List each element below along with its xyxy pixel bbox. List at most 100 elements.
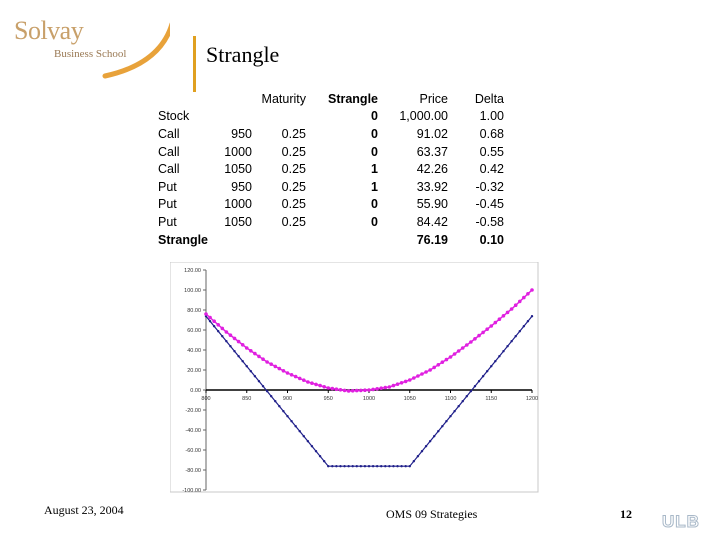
table-cell: Put [158, 179, 177, 194]
series-1-point [498, 355, 501, 358]
series-1-point [392, 465, 395, 468]
series-1-point [355, 465, 358, 468]
series-1-point [367, 465, 371, 468]
table-cell [252, 231, 306, 249]
table-cell: -0.58 [475, 214, 505, 229]
logo-brand: Solvay [14, 16, 84, 45]
series-2-point [269, 362, 273, 366]
series-1-point [237, 355, 240, 358]
series-2-point [465, 343, 469, 347]
table-total-row: Strangle 76.19 0.10 [158, 231, 504, 249]
series-2-point [517, 299, 522, 304]
series-1-point [428, 440, 432, 443]
footer-date: August 23, 2004 [44, 503, 124, 517]
table-cell: 1050 [224, 214, 252, 229]
x-tick-label: 800 [201, 396, 210, 402]
series-1-point [241, 360, 244, 363]
series-1-point [371, 465, 375, 468]
series-2-point [391, 383, 396, 388]
series-2-point [277, 366, 282, 371]
y-tick-label: 20.00 [187, 368, 201, 374]
total-label: Strangle [158, 232, 209, 247]
series-2-point [501, 314, 506, 318]
series-2-point [522, 295, 526, 300]
column-header: Delta [474, 91, 504, 106]
table-cell: 55.90 [416, 197, 448, 212]
series-2-point [359, 388, 363, 393]
table-cell: Stock [158, 109, 190, 124]
series-2-point [257, 354, 261, 359]
series-1-point [208, 320, 212, 323]
series-1-point [481, 375, 485, 378]
table-cell: 0 [371, 126, 378, 141]
logo-school: Business School [54, 48, 127, 60]
series-1-point [306, 440, 310, 443]
table-cell: 0 [371, 144, 378, 159]
series-2-point [281, 369, 286, 373]
table-cell: 0.68 [479, 126, 504, 141]
series-1-point [351, 465, 354, 468]
series-1-point [502, 350, 505, 353]
series-2-point [224, 330, 229, 334]
series-1-point [294, 425, 297, 428]
y-tick-label: 100.00 [184, 288, 201, 294]
series-1-point [526, 320, 530, 323]
series-1-point [265, 390, 269, 393]
series-1-point [420, 450, 424, 453]
series-1-point [212, 325, 216, 328]
series-2-point [322, 385, 326, 389]
table-cell: 84.42 [416, 214, 448, 229]
x-tick-label: 900 [283, 396, 292, 402]
table-cell: 0.25 [281, 144, 306, 159]
series-1-point [257, 380, 261, 383]
table-cell [220, 108, 252, 126]
y-tick-label: 0.00 [190, 388, 201, 394]
y-tick-label: 120.00 [184, 268, 201, 274]
series-1-point [221, 335, 224, 338]
table-cell: 950 [231, 179, 252, 194]
series-1-point [530, 315, 534, 318]
series-1-point [461, 400, 464, 403]
series-2-point [477, 333, 481, 338]
table-row: Call 950 0.25 0 91.02 0.68 [158, 125, 504, 143]
series-1-point [522, 325, 526, 328]
ulb-logo: ULB [662, 512, 700, 532]
series-1-point [249, 370, 253, 373]
x-tick-label: 950 [324, 396, 333, 402]
series-1-point [490, 365, 493, 368]
series-2-point [444, 357, 449, 362]
series-1-point [278, 405, 281, 408]
series-2-point [509, 307, 514, 311]
footer-course: OMS 09 Strategies [386, 507, 478, 521]
series-1-point [310, 445, 314, 448]
series-2-point [485, 327, 489, 331]
series-2-point [265, 360, 269, 364]
table-cell: 0.25 [281, 214, 306, 229]
series-1-point [416, 455, 420, 458]
series-2-point [216, 323, 221, 327]
series-2-point [350, 389, 355, 393]
series-2-point [346, 389, 351, 393]
series-1-point [449, 415, 452, 418]
table-cell: Put [158, 197, 177, 212]
table-cell: 1,000.00 [399, 109, 448, 124]
series-1-point [314, 450, 318, 453]
series-2-point [375, 387, 379, 391]
series-1-point [335, 465, 338, 468]
series-1-point [261, 385, 265, 388]
series-1-point [473, 385, 477, 388]
table-cell: 1000 [224, 144, 252, 159]
series-1-point [343, 465, 346, 468]
series-1-point [375, 465, 379, 468]
series-2-point [334, 387, 339, 391]
total-price: 76.19 [416, 232, 448, 247]
series-2-point [297, 376, 302, 381]
series-2-point [505, 310, 510, 315]
series-1-point [359, 465, 363, 468]
series-1-point [477, 380, 481, 383]
table-cell: -0.45 [475, 197, 505, 212]
table-cell [220, 231, 252, 249]
series-1-point [229, 345, 232, 348]
table-cell: 0.25 [281, 162, 306, 177]
series-2-point [395, 382, 400, 386]
